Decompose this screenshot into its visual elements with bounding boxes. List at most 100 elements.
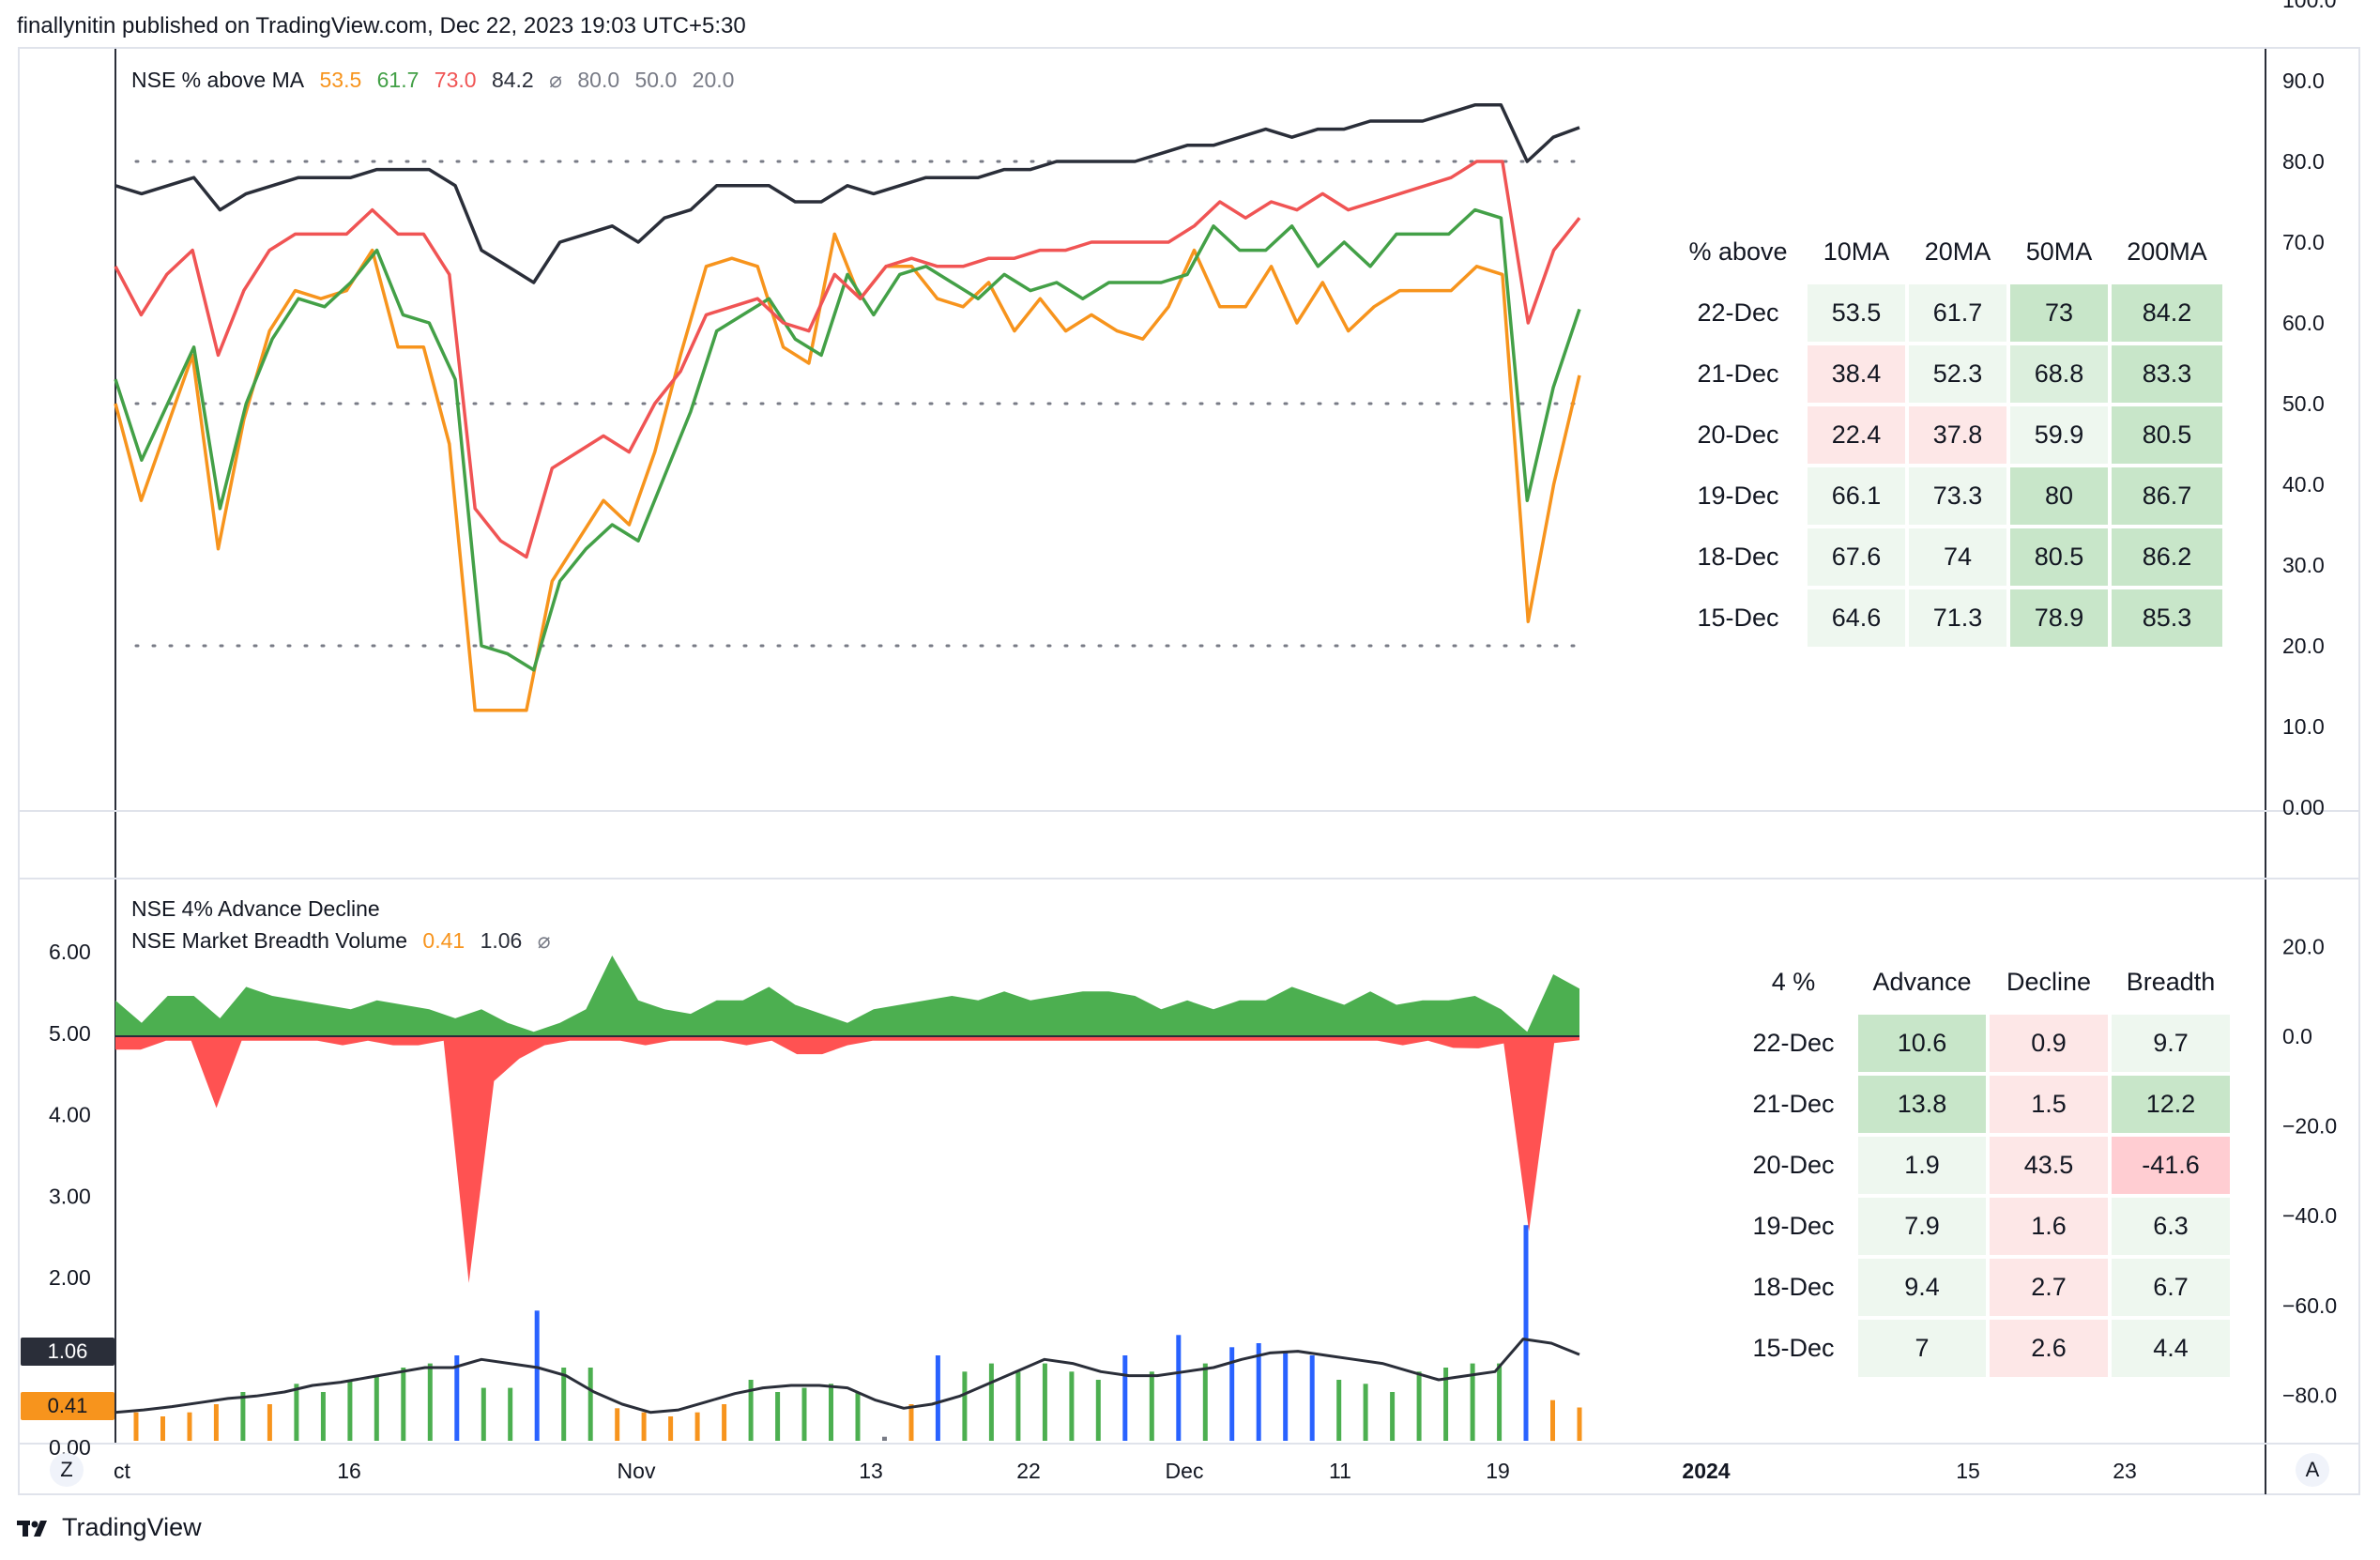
volume-bar bbox=[1470, 1363, 1475, 1441]
time-axis-tick: 23 bbox=[2113, 1459, 2137, 1483]
time-axis-tick: 2024 bbox=[1682, 1459, 1730, 1483]
table-date-cell: 22-Dec bbox=[1697, 298, 1779, 327]
tradingview-logo-icon bbox=[17, 1520, 47, 1537]
table-value-cell: 73.3 bbox=[1909, 467, 2006, 525]
volume-bar bbox=[882, 1436, 887, 1441]
volume-bar bbox=[187, 1412, 192, 1441]
volume-bar bbox=[1149, 1371, 1154, 1441]
bottom-legend-value2: 1.06 bbox=[480, 928, 523, 953]
table-value-cell: 85.3 bbox=[2112, 589, 2222, 647]
table-value-cell: 9.7 bbox=[2112, 1015, 2230, 1072]
volume-bar bbox=[1416, 1371, 1422, 1441]
table-value-cell: 1.6 bbox=[1990, 1198, 2108, 1255]
table-value-cell: 22.4 bbox=[1808, 406, 1905, 464]
table-value-cell: 10.6 bbox=[1858, 1015, 1986, 1072]
volume-bar bbox=[775, 1392, 781, 1441]
ad-axis-tick: −60.0 bbox=[2282, 1293, 2337, 1318]
table-date-cell: 21-Dec bbox=[1697, 359, 1779, 388]
table-value-cell: 66.1 bbox=[1808, 467, 1905, 525]
table-value-cell: 80.5 bbox=[2112, 406, 2222, 464]
table-row: 15-Dec 7 2.6 4.4 bbox=[1732, 1320, 2230, 1377]
table-value-cell: 13.8 bbox=[1858, 1076, 1986, 1133]
table-header-cell: Breadth bbox=[2126, 968, 2216, 996]
table-value-cell: 7.9 bbox=[1858, 1198, 1986, 1255]
table-row: 20-Dec 1.9 43.5 -41.6 bbox=[1732, 1137, 2230, 1194]
volume-bar bbox=[1283, 1351, 1289, 1441]
table-header-cell: 50MA bbox=[2025, 237, 2093, 266]
volume-bar bbox=[908, 1404, 914, 1441]
table-value-cell: 67.6 bbox=[1808, 528, 1905, 586]
volume-axis-tick: 2.00 bbox=[49, 1265, 91, 1290]
volume-bar bbox=[1390, 1392, 1396, 1441]
table-header-row: 4 % Advance Decline Breadth bbox=[1732, 954, 2230, 1011]
table-value-cell: 7 bbox=[1858, 1320, 1986, 1377]
volume-bar bbox=[1202, 1363, 1208, 1441]
advance-decline-table: 4 % Advance Decline Breadth 22-Dec 10.6 0.9 9.7… bbox=[1729, 950, 2234, 1381]
volume-bar bbox=[615, 1408, 620, 1441]
volume-bar bbox=[240, 1392, 246, 1441]
top-axis-tick: 20.0 bbox=[2282, 634, 2325, 658]
top-legend: NSE % above MA 53.5 61.7 73.0 84.2 ⌀ 80.… bbox=[131, 68, 743, 93]
volume-bar bbox=[1363, 1384, 1368, 1441]
volume-bar bbox=[855, 1392, 861, 1441]
top-legend-symbol: ⌀ bbox=[549, 68, 562, 92]
top-legend-10ma: 53.5 bbox=[319, 68, 362, 92]
table-date-cell: 20-Dec bbox=[1752, 1151, 1835, 1179]
top-legend-l20: 20.0 bbox=[692, 68, 735, 92]
bottom-legend-line1: NSE 4% Advance Decline bbox=[131, 896, 380, 921]
volume-bar bbox=[1577, 1407, 1582, 1441]
table-date-cell: 21-Dec bbox=[1752, 1090, 1835, 1118]
table-header-row: % above 10MA 20MA 50MA 200MA bbox=[1672, 223, 2222, 281]
time-axis-tick: Dec bbox=[1166, 1459, 1204, 1483]
breadth-line bbox=[114, 1338, 1580, 1415]
volume-bar bbox=[935, 1355, 940, 1441]
axis-labels: 100.090.080.070.060.050.040.030.020.010.… bbox=[49, 0, 2337, 1483]
table-value-cell: 86.2 bbox=[2112, 528, 2222, 586]
volume-bar bbox=[962, 1371, 968, 1441]
chart-frame bbox=[18, 47, 2360, 1495]
series-line-20ma bbox=[114, 207, 1581, 672]
volume-bar bbox=[1176, 1335, 1182, 1441]
table-date-cell: 18-Dec bbox=[1697, 543, 1779, 571]
table-header-cell: 10MA bbox=[1823, 237, 1890, 266]
time-axis-tick: 19 bbox=[1486, 1459, 1510, 1483]
volume-bar bbox=[1042, 1363, 1047, 1441]
volume-bar bbox=[213, 1404, 219, 1441]
pct-above-table: % above 10MA 20MA 50MA 200MA 22-Dec 53.5 61.7 73… bbox=[1669, 220, 2226, 650]
publisher-header: finallynitin published on TradingView.co… bbox=[17, 13, 746, 38]
tradingview-logo[interactable]: TradingView bbox=[17, 1513, 202, 1542]
table-row: 22-Dec 10.6 0.9 9.7 bbox=[1732, 1015, 2230, 1072]
ad-axis-tick: 20.0 bbox=[2282, 934, 2325, 958]
auto-scale-button[interactable]: A bbox=[2296, 1453, 2329, 1487]
table-value-cell: 61.7 bbox=[1909, 284, 2006, 342]
table-value-cell: 83.3 bbox=[2112, 345, 2222, 403]
volume-axis-tick: 5.00 bbox=[49, 1021, 91, 1046]
volume-bar bbox=[1095, 1380, 1101, 1441]
table-value-cell: 80 bbox=[2010, 467, 2108, 525]
price-tag-breadth: 1.06 bbox=[21, 1338, 114, 1366]
table-value-cell: 80.5 bbox=[2010, 528, 2108, 586]
top-legend-l80: 80.0 bbox=[577, 68, 620, 92]
table-value-cell: 2.7 bbox=[1990, 1259, 2108, 1316]
top-legend-200ma: 84.2 bbox=[491, 68, 534, 92]
table-row: 19-Dec 7.9 1.6 6.3 bbox=[1732, 1198, 2230, 1255]
table-value-cell: 78.9 bbox=[2010, 589, 2108, 647]
table-header-cell: % above bbox=[1688, 237, 1788, 266]
volume-bar bbox=[829, 1384, 833, 1441]
time-axis-tick: ct bbox=[114, 1459, 131, 1483]
top-axis-tick: 90.0 bbox=[2282, 69, 2325, 93]
volume-bar bbox=[374, 1375, 379, 1441]
volume-bar bbox=[1256, 1343, 1261, 1441]
time-axis-tick: 11 bbox=[1329, 1459, 1351, 1483]
advance-decline-plot bbox=[115, 956, 1579, 1283]
decline-area bbox=[115, 1036, 1579, 1283]
table-value-cell: 74 bbox=[1909, 528, 2006, 586]
table-value-cell: 38.4 bbox=[1808, 345, 1905, 403]
table-date-cell: 18-Dec bbox=[1752, 1273, 1835, 1301]
volume-bar bbox=[454, 1355, 460, 1441]
zoom-reset-button[interactable]: Z bbox=[50, 1453, 84, 1487]
table-value-cell: 73 bbox=[2010, 284, 2108, 342]
table-row: 15-Dec 64.6 71.3 78.9 85.3 bbox=[1672, 589, 2222, 647]
top-legend-title: NSE % above MA bbox=[131, 68, 305, 92]
